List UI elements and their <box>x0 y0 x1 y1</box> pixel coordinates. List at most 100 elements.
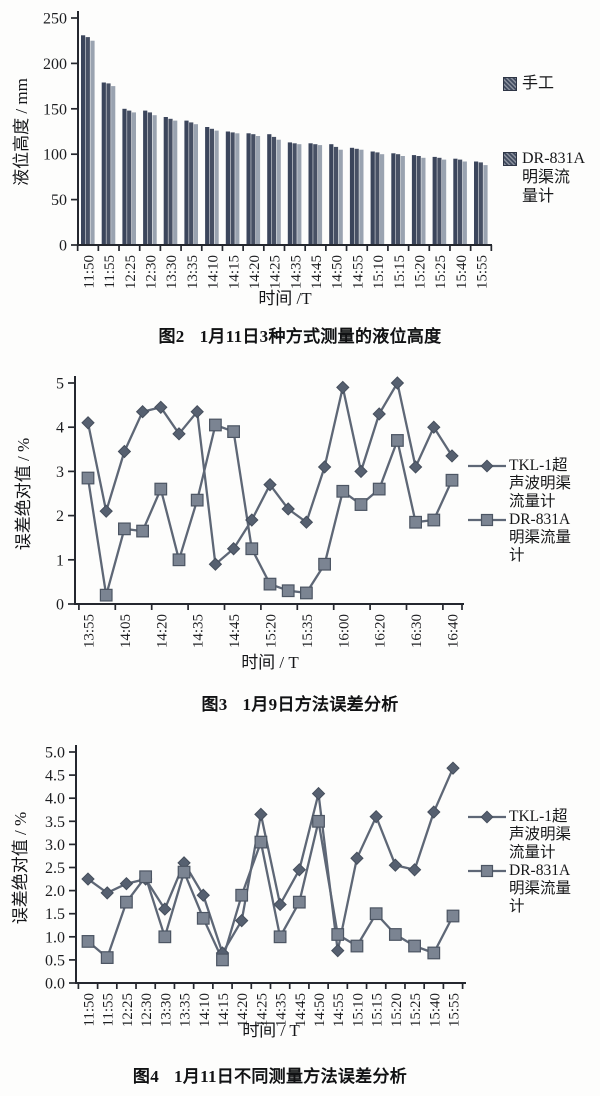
svg-text:14:20: 14:20 <box>235 993 251 1027</box>
bar-series-2 <box>90 40 488 246</box>
svg-text:5.0: 5.0 <box>45 745 65 762</box>
figure-4-title: 1月11日不同测量方法误差分析 <box>174 1067 408 1086</box>
svg-text:14:35: 14:35 <box>274 993 290 1027</box>
x-axis-labels: 11:50 11:55 12:25 12:30 13:30 13:35 14:10 14:15… <box>82 993 463 1027</box>
svg-text:13:35: 13:35 <box>185 255 201 289</box>
legend-diamond-marker-icon <box>468 810 506 824</box>
markers-series-1 <box>81 814 460 967</box>
legend-item-0: TKL-1超 声波明渠 流量计 <box>468 808 571 862</box>
svg-text:12:25: 12:25 <box>123 255 139 289</box>
svg-text:15:35: 15:35 <box>300 614 316 648</box>
svg-text:13:30: 13:30 <box>158 993 174 1027</box>
figure-2-caption: 图2 1月11日3种方式测量的液位高度 <box>0 322 600 347</box>
svg-text:16:00: 16:00 <box>336 614 352 648</box>
svg-text:1: 1 <box>56 552 64 569</box>
svg-text:14:15: 14:15 <box>226 255 242 289</box>
svg-text:14:35: 14:35 <box>288 255 304 289</box>
figure-4-jan11-error: 0.0 0.5 1.0 1.5 2.0 2.5 3.0 3.5 4.0 4.5 5.0 11:50 11… <box>0 720 600 1096</box>
svg-text:13:35: 13:35 <box>178 993 194 1027</box>
svg-text:0.0: 0.0 <box>45 976 65 993</box>
markers-series-1 <box>81 418 459 602</box>
legend-diamond-marker-icon <box>468 459 506 473</box>
figure-3-number: 图3 <box>201 695 228 714</box>
jan11-error-line-chart: 0.0 0.5 1.0 1.5 2.0 2.5 3.0 3.5 4.0 4.5 5.0 11:50 11… <box>11 745 466 1040</box>
y-axis-title: 误差绝对值 / % <box>14 438 33 550</box>
figure-4-number: 图4 <box>132 1067 160 1086</box>
svg-text:0: 0 <box>59 238 67 255</box>
svg-text:12:30: 12:30 <box>139 993 155 1027</box>
svg-text:16:30: 16:30 <box>409 614 425 648</box>
axes <box>77 11 492 246</box>
svg-text:4: 4 <box>56 420 64 437</box>
y-axis-ticks: 0 50 100 150 200 250 <box>43 11 78 255</box>
figure-2-title: 1月11日3种方式测量的液位高度 <box>199 327 442 346</box>
legend-square-marker-icon <box>468 513 506 527</box>
svg-text:11:50: 11:50 <box>82 993 98 1027</box>
x-axis-title: 时间 /T <box>258 289 312 308</box>
svg-text:15:15: 15:15 <box>392 255 408 289</box>
legend-label: TKL-1超 声波明渠 流量计 <box>509 808 572 861</box>
figure-3-title: 1月9日方法误差分析 <box>242 695 399 714</box>
legend-item-0: TKL-1超 声波明渠 流量计 <box>468 457 571 511</box>
svg-text:12:25: 12:25 <box>120 993 136 1027</box>
svg-text:13:55: 13:55 <box>82 614 98 648</box>
plot-series <box>81 761 460 967</box>
svg-text:3.5: 3.5 <box>45 814 65 831</box>
svg-text:11:50: 11:50 <box>82 255 98 289</box>
figure-2-legend: 手工 DR-831A 明渠流 量计 <box>503 74 585 206</box>
x-axis-ticks <box>76 245 493 251</box>
y-axis-ticks: 0.0 0.5 1.0 1.5 2.0 2.5 3.0 3.5 4.0 4.5 5.0 <box>45 745 76 993</box>
svg-text:15:10: 15:10 <box>371 255 387 289</box>
jan9-error-line-chart: 0 1 2 3 4 5 13:55 14:05 14:20 14:35 14:45 15:20 15:3… <box>14 376 464 672</box>
line-series-1 <box>86 423 454 597</box>
svg-text:14:45: 14:45 <box>293 993 309 1027</box>
svg-text:15:25: 15:25 <box>433 255 449 289</box>
svg-text:12:30: 12:30 <box>144 255 160 289</box>
axes <box>74 376 464 605</box>
svg-text:14:55: 14:55 <box>331 993 347 1027</box>
svg-text:14:25: 14:25 <box>268 255 284 289</box>
svg-text:14:35: 14:35 <box>191 614 207 648</box>
svg-text:13:30: 13:30 <box>164 255 180 289</box>
svg-text:50: 50 <box>51 192 67 209</box>
svg-text:14:15: 14:15 <box>216 993 232 1027</box>
svg-text:2: 2 <box>56 508 64 525</box>
svg-text:0.5: 0.5 <box>45 952 65 969</box>
legend-label: 手工 <box>522 75 555 92</box>
svg-text:250: 250 <box>43 11 67 28</box>
svg-text:15:55: 15:55 <box>447 993 463 1027</box>
x-axis-labels: 11:50 11:55 12:25 12:30 13:30 13:35 14:10 14:15… <box>82 255 491 289</box>
svg-text:14:50: 14:50 <box>312 993 328 1027</box>
svg-text:14:55: 14:55 <box>350 255 366 289</box>
svg-text:14:05: 14:05 <box>118 614 134 648</box>
svg-text:3.0: 3.0 <box>45 837 65 854</box>
svg-text:14:20: 14:20 <box>154 614 170 648</box>
figure-4-legend: TKL-1超 声波明渠 流量计 DR-831A 明渠流量计 <box>468 808 571 916</box>
y-axis-ticks: 0 1 2 3 4 5 <box>56 376 75 614</box>
svg-text:2.0: 2.0 <box>45 883 65 900</box>
svg-text:15:40: 15:40 <box>454 255 470 289</box>
legend-patterned-square-icon <box>503 77 517 91</box>
svg-text:5: 5 <box>56 376 64 393</box>
svg-text:150: 150 <box>43 101 67 118</box>
figure-4-caption: 图4 1月11日不同测量方法误差分析 <box>0 1062 540 1087</box>
svg-text:14:50: 14:50 <box>330 255 346 289</box>
svg-text:2.5: 2.5 <box>45 860 65 877</box>
svg-text:15:20: 15:20 <box>264 614 280 648</box>
y-axis-title: 误差绝对值 / % <box>11 812 30 924</box>
figure-3-caption: 图3 1月9日方法误差分析 <box>0 690 600 715</box>
svg-text:14:45: 14:45 <box>309 255 325 289</box>
bar-series-1 <box>85 37 483 246</box>
x-axis-labels: 13:55 14:05 14:20 14:35 14:45 15:20 15:35 16:00… <box>82 614 462 648</box>
svg-text:100: 100 <box>43 147 67 164</box>
svg-text:14:10: 14:10 <box>197 993 213 1027</box>
line-series-0 <box>87 767 455 955</box>
svg-text:4.0: 4.0 <box>45 791 65 808</box>
y-axis-title: 液位高度 / mm <box>12 78 31 186</box>
svg-text:15:25: 15:25 <box>408 993 424 1027</box>
